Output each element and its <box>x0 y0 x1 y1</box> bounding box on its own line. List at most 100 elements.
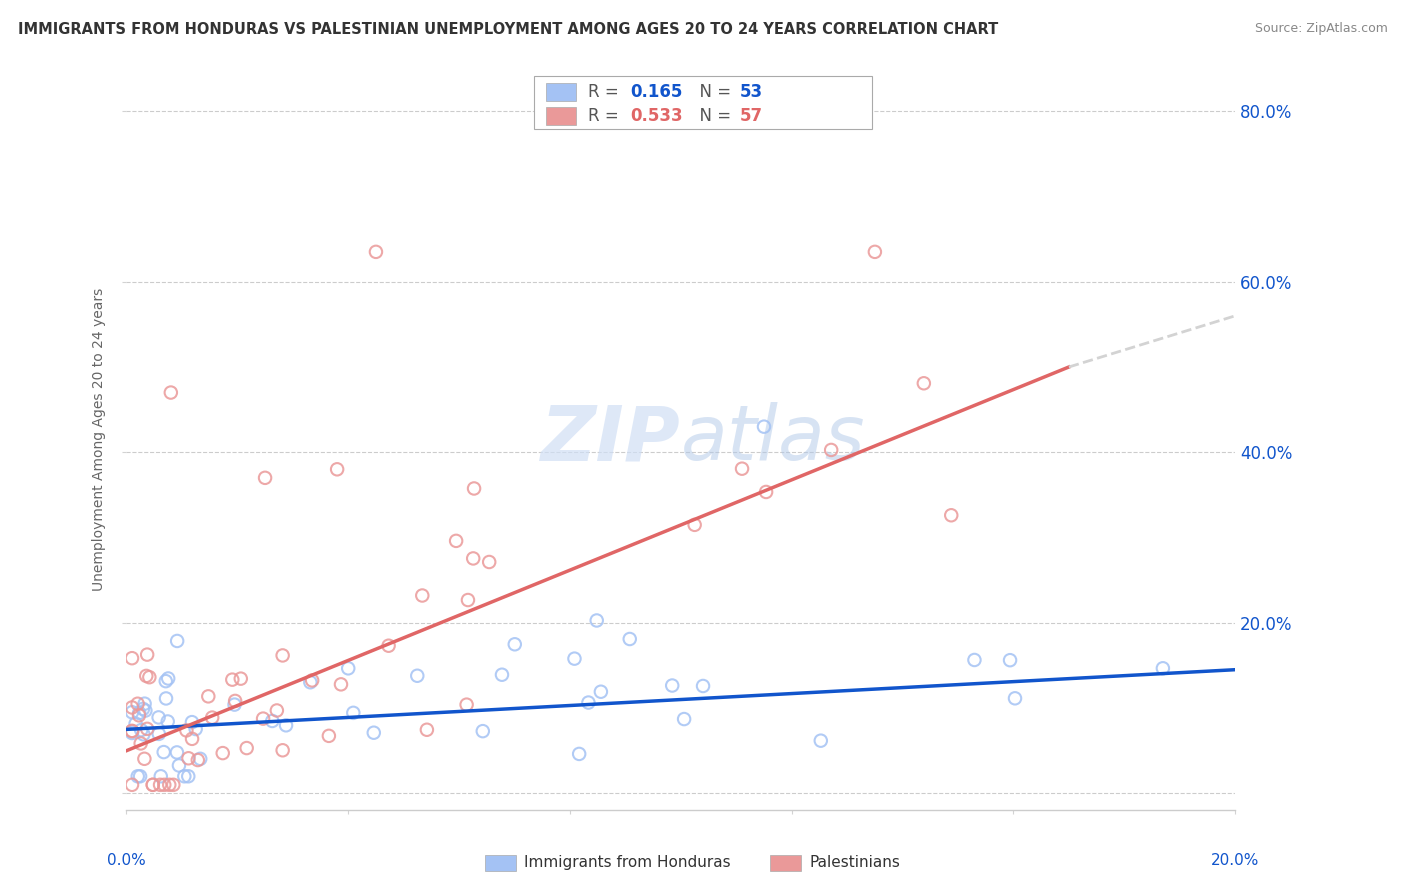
Point <box>181 715 204 730</box>
Text: N =: N = <box>689 107 737 125</box>
Text: atlas: atlas <box>681 402 865 476</box>
Point <box>148 727 170 741</box>
Point <box>692 679 714 693</box>
Point <box>585 614 607 628</box>
Point <box>184 722 207 736</box>
Point <box>337 661 360 675</box>
Text: N =: N = <box>689 83 737 101</box>
Point <box>153 778 176 792</box>
Point <box>299 675 322 690</box>
Point <box>138 670 160 684</box>
Text: ZIP: ZIP <box>541 402 681 476</box>
Point <box>157 778 180 792</box>
Point <box>755 485 778 500</box>
Text: R =: R = <box>588 83 624 101</box>
Point <box>181 731 204 746</box>
Point <box>457 593 479 607</box>
Point <box>128 706 150 720</box>
Point <box>568 747 591 761</box>
Point <box>1004 691 1026 706</box>
Point <box>229 672 252 686</box>
Point <box>224 694 246 708</box>
Point <box>235 741 257 756</box>
Point <box>491 667 513 681</box>
Text: R =: R = <box>588 107 624 125</box>
Point <box>661 679 683 693</box>
Point <box>188 752 211 766</box>
Point <box>121 651 143 665</box>
Point <box>121 778 143 792</box>
Point <box>152 745 174 759</box>
Point <box>121 705 143 719</box>
Point <box>134 697 156 711</box>
Point <box>124 716 146 731</box>
Point <box>167 758 190 772</box>
Point <box>262 714 284 728</box>
Point <box>589 684 612 698</box>
Point <box>136 722 159 736</box>
Point <box>159 385 181 400</box>
Point <box>406 669 429 683</box>
Point <box>121 700 143 714</box>
Point <box>619 632 641 646</box>
Point <box>301 673 323 688</box>
Point <box>364 244 387 259</box>
Point <box>177 751 200 765</box>
Point <box>149 769 172 783</box>
Point <box>578 696 600 710</box>
Point <box>166 746 188 760</box>
Point <box>197 690 219 704</box>
Point <box>941 508 963 523</box>
Point <box>173 769 195 783</box>
Point <box>127 769 149 783</box>
Text: 0.0%: 0.0% <box>107 854 146 868</box>
Point <box>136 648 159 662</box>
Point <box>330 677 353 691</box>
Point <box>129 723 152 737</box>
Point <box>132 702 155 716</box>
Point <box>121 726 143 740</box>
Point <box>478 555 501 569</box>
Point <box>863 244 886 259</box>
Point <box>149 778 172 792</box>
Point <box>224 698 246 712</box>
Point <box>254 471 277 485</box>
Point <box>912 376 935 391</box>
Point <box>673 712 696 726</box>
Point <box>121 724 143 739</box>
Text: Immigrants from Honduras: Immigrants from Honduras <box>524 855 731 870</box>
Point <box>132 727 155 741</box>
Point <box>752 419 775 434</box>
Point <box>318 729 340 743</box>
Point <box>266 703 288 717</box>
Point <box>155 691 177 706</box>
Point <box>456 698 478 712</box>
Point <box>211 746 233 760</box>
Point <box>157 672 180 686</box>
Point <box>471 724 494 739</box>
Point <box>416 723 439 737</box>
Point <box>121 723 143 738</box>
Point <box>810 733 832 747</box>
Point <box>963 653 986 667</box>
Point <box>134 752 156 766</box>
Point <box>444 533 467 548</box>
Point <box>411 589 433 603</box>
Point <box>162 778 184 792</box>
Point <box>363 725 385 739</box>
Y-axis label: Unemployment Among Ages 20 to 24 years: Unemployment Among Ages 20 to 24 years <box>93 288 107 591</box>
Point <box>134 704 156 718</box>
Point <box>326 462 349 476</box>
Point <box>274 718 297 732</box>
Point <box>142 778 165 792</box>
Point <box>1152 661 1174 675</box>
Point <box>252 712 274 726</box>
Point <box>201 710 224 724</box>
Point <box>377 639 399 653</box>
Point <box>187 753 209 767</box>
Point <box>135 669 157 683</box>
Text: 0.533: 0.533 <box>630 107 682 125</box>
Point <box>998 653 1021 667</box>
Point <box>166 634 188 648</box>
Text: 0.165: 0.165 <box>630 83 682 101</box>
